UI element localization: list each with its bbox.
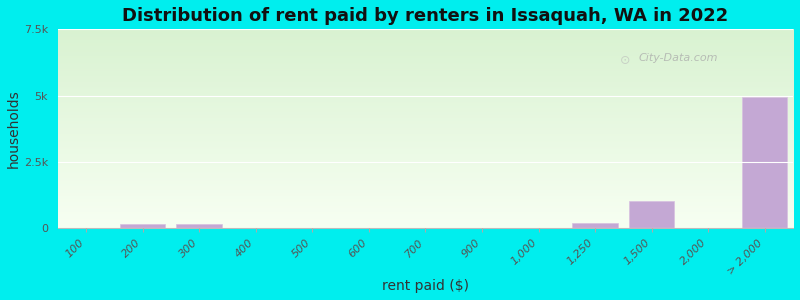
- Bar: [629, 201, 674, 228]
- Bar: [573, 223, 618, 228]
- Text: City-Data.com: City-Data.com: [638, 53, 718, 63]
- X-axis label: rent paid ($): rent paid ($): [382, 279, 469, 293]
- Y-axis label: households: households: [7, 89, 21, 168]
- Text: ⊙: ⊙: [620, 54, 630, 67]
- Bar: [120, 224, 165, 228]
- Bar: [177, 224, 222, 228]
- Title: Distribution of rent paid by renters in Issaquah, WA in 2022: Distribution of rent paid by renters in …: [122, 7, 729, 25]
- Bar: [742, 97, 787, 228]
